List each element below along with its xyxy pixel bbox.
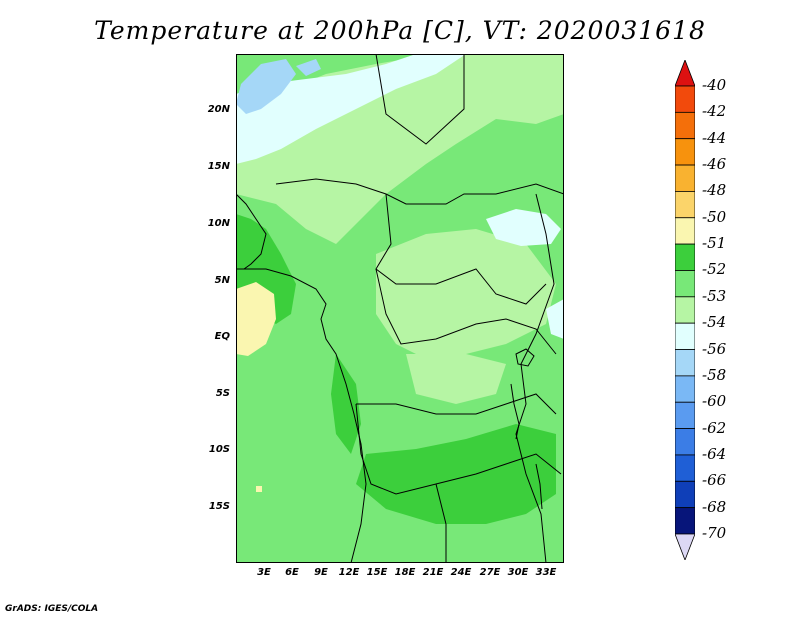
colorbar-swatch: [675, 85, 695, 113]
lat-label: 5N: [214, 275, 230, 286]
map-title: Temperature at 200hPa [C], VT: 202003161…: [94, 16, 706, 45]
colorbar-swatch: [675, 164, 695, 192]
colorbar-label: -44: [702, 128, 727, 147]
colorbar-label: -70: [702, 524, 727, 542]
colorbar-label: -42: [702, 102, 727, 121]
colorbar-swatch: [675, 296, 695, 324]
lon-label: 27E: [479, 567, 501, 578]
lon-label: 6E: [285, 567, 299, 578]
lat-label: 15N: [207, 161, 230, 172]
field-m56-east2: [546, 299, 564, 339]
colorbar-label: -54: [702, 313, 727, 332]
border-sahel: [275, 178, 564, 205]
lake-victoria: [515, 348, 535, 367]
colorbar-swatch: [675, 349, 695, 377]
lon-label: 15E: [366, 567, 388, 578]
lat-label: EQ: [214, 331, 230, 342]
lat-label: 10S: [208, 444, 230, 455]
field-m54-central: [376, 229, 556, 359]
colorbar-label: -51: [702, 234, 727, 253]
border-angola: [355, 403, 447, 563]
coastline-gulf: [236, 268, 367, 563]
lat-label: 15S: [208, 501, 230, 512]
lon-label: 9E: [314, 567, 328, 578]
colorbar-label: -48: [702, 181, 727, 200]
colorbar-label: -66: [702, 471, 727, 490]
colorbar-swatch: [675, 270, 695, 298]
colorbar-label: -50: [702, 207, 727, 226]
colorbar-swatch: [675, 191, 695, 219]
field-m52-coast: [331, 354, 361, 454]
colorbar-label: -58: [702, 365, 727, 384]
colorbar-label: -53: [702, 286, 727, 305]
colorbar-swatch: [675, 243, 695, 271]
lake-tanganyika: [510, 383, 520, 440]
field-m58-n: [296, 59, 321, 76]
lon-label: 30E: [507, 567, 529, 578]
lon-label: 12E: [338, 567, 360, 578]
lon-label: 3E: [257, 567, 271, 578]
colorbar-swatch: [675, 480, 695, 509]
field-m54-central2: [406, 354, 506, 404]
colorbar-swatch: [675, 322, 695, 350]
colorbar-label: -64: [702, 444, 727, 463]
border-north: [375, 54, 465, 145]
colorbar-label: -46: [702, 155, 727, 174]
lon-label: 21E: [422, 567, 444, 578]
colorbar-label: -40: [702, 76, 727, 94]
colorbar-label: -56: [702, 339, 727, 358]
colorbar-label: -68: [702, 497, 727, 516]
colorbar-bottom-arrow: [675, 533, 695, 560]
colorbar-swatch: [675, 401, 695, 429]
colorbar-swatch: [675, 454, 695, 482]
coastline-west: [236, 193, 267, 270]
field-m58-nw: [236, 59, 296, 114]
colorbar-swatch: [675, 217, 695, 245]
credit-text: GrADS: IGES/COLA: [5, 604, 99, 614]
colorbar: [675, 60, 695, 560]
lon-label: 24E: [450, 567, 472, 578]
colorbar-swatch: [675, 507, 695, 535]
colorbar-label: -60: [702, 392, 727, 411]
colorbar-label: -52: [702, 260, 727, 279]
colorbar-swatch: [675, 428, 695, 456]
lake-malawi: [535, 463, 543, 510]
border-zambia: [435, 453, 562, 485]
lon-label: 18E: [394, 567, 416, 578]
border-drc: [356, 393, 557, 415]
field-m56-north: [236, 54, 466, 164]
field-m51-dot: [256, 486, 262, 492]
border-east: [515, 193, 555, 563]
lat-label: 10N: [207, 218, 230, 229]
colorbar-swatch: [675, 375, 695, 403]
colorbar-label: -62: [702, 418, 727, 437]
colorbar-swatch: [675, 111, 695, 140]
field-m52-south: [356, 424, 556, 524]
border-central: [375, 193, 547, 305]
border-congo: [375, 268, 557, 355]
colorbar-top-arrow: [675, 60, 695, 87]
colorbar-swatch: [675, 138, 695, 166]
map-border: [236, 54, 564, 563]
temperature-map: [236, 54, 564, 563]
field-m51-patch: [236, 282, 276, 356]
lon-label: 33E: [535, 567, 557, 578]
lat-label: 20N: [207, 104, 230, 115]
lat-label: 5S: [215, 388, 230, 399]
